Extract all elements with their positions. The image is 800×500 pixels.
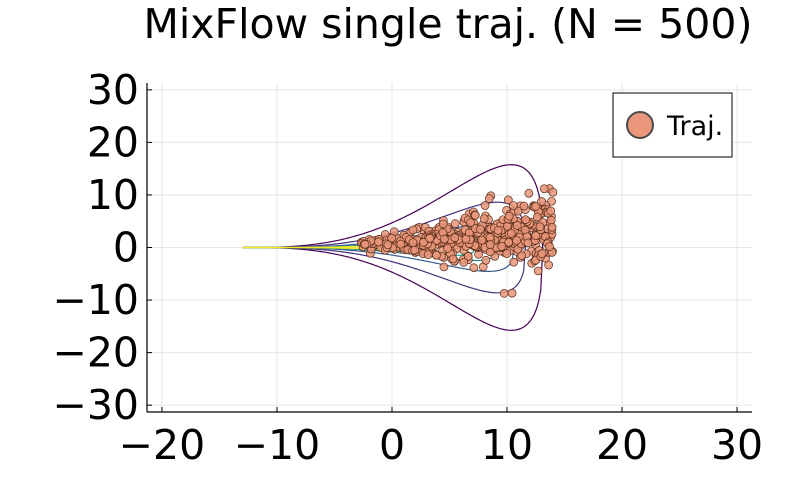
trajectory-point [545,242,554,251]
trajectory-point [509,201,518,210]
trajectory-point [547,222,557,232]
trajectory-point [461,234,471,244]
chart-title: MixFlow single traj. (N = 500) [144,0,753,48]
trajectory-point [512,235,522,245]
trajectory-points [357,184,558,298]
trajectory-point [512,221,522,230]
trajectory-point [469,263,479,273]
trajectory-point [502,249,512,258]
legend-label: Traj. [666,111,723,142]
trajectory-point [423,250,433,260]
trajectory-point [507,288,517,298]
trajectory-point [466,218,475,228]
trajectory-point [443,244,452,253]
trajectory-point [410,245,420,255]
trajectory-point [509,257,519,267]
y-tick-label: −20 [52,329,139,377]
trajectory-point [539,184,549,194]
x-tick-label: −10 [234,421,321,469]
trajectory-point [387,233,396,243]
trajectory-point [531,202,541,211]
y-tick-label: −30 [52,381,139,429]
x-tick-label: 10 [481,421,533,469]
trajectory-point [408,238,418,247]
trajectory-point [481,255,491,265]
trajectory-point [504,237,514,247]
y-tick-label: −10 [52,276,139,324]
trajectory-point [533,266,543,276]
trajectory-point [517,251,527,261]
trajectory-point [524,188,534,198]
trajectory-point [425,234,435,243]
y-tick-label: 20 [87,118,139,166]
trajectory-point [523,238,533,248]
trajectory-point [503,195,513,205]
trajectory-point [439,262,449,272]
trajectory-point [479,214,489,224]
axes [146,83,752,413]
trajectory-point [419,237,428,247]
trajectory-point [476,224,485,234]
trajectory-point [480,201,490,210]
trajectory-point [396,239,406,249]
trajectory-point [463,252,473,261]
grid-lines [147,83,752,412]
y-tick-label: 10 [87,171,139,219]
trajectory-point [548,187,558,197]
legend: Traj. [612,92,733,158]
trajectory-point [519,201,529,211]
trajectory-point [440,234,449,244]
trajectory-point [499,289,509,298]
trajectory-point [459,257,469,267]
trajectory-point [408,225,418,235]
trajectory-point [531,231,541,241]
x-tick-label: 20 [596,421,648,469]
trajectory-point [470,211,480,220]
trajectory-point [535,222,545,232]
trajectory-point [532,212,542,222]
trajectory-point [493,226,503,235]
trajectory-point [485,233,495,242]
trajectory-point [374,237,383,247]
trajectory-point [485,240,495,249]
x-tick-label: 0 [379,421,405,469]
trajectory-point [477,235,487,245]
trajectory-point [484,194,494,203]
trajectory-point [546,206,556,216]
y-tick-label: 30 [87,66,139,114]
trajectory-point [497,242,507,251]
trajectory-point [537,197,546,206]
trajectory-point [450,233,460,243]
trajectory-point [450,219,460,228]
trajectory-point [521,215,530,224]
trajectory-point [438,219,448,229]
trajectory-point [360,240,370,249]
trajectory-point [448,254,458,264]
x-tick-label: −20 [119,421,206,469]
trajectory-point [537,249,547,259]
contour-line [242,201,527,294]
trajectory-point [383,240,393,250]
legend-marker [626,111,654,139]
trajectory-point [432,250,441,260]
x-tick-label: 30 [711,421,763,469]
contour-line [242,164,544,331]
y-tick-label: 0 [113,224,139,272]
trajectory-point [506,228,516,238]
trajectory-point [504,211,514,221]
